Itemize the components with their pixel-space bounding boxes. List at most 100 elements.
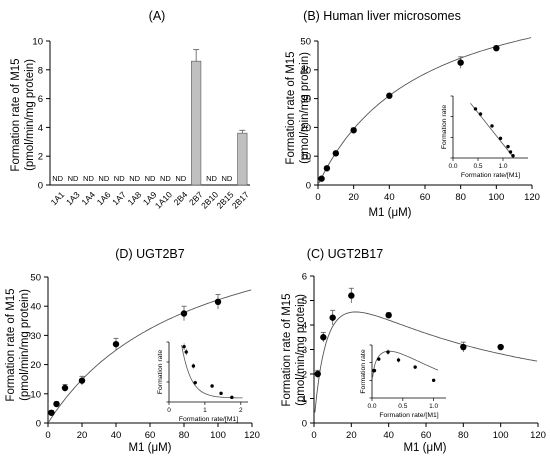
y-tick-label: 4 — [38, 123, 43, 134]
x-tick-label: 100 — [488, 192, 504, 203]
y-tick-label: 40 — [300, 65, 311, 76]
nd-label: ND — [145, 174, 156, 183]
nd-label: ND — [129, 174, 140, 183]
x-tick-label: 80 — [179, 430, 190, 441]
x-tick-label: 120 — [524, 192, 540, 203]
inset-xlabel: Formation rate/[M1] — [379, 412, 438, 419]
panel-d: (D) UGT2B7 Formation rate of M15 (pmol/m… — [5, 247, 260, 454]
data-point — [61, 384, 69, 392]
nd-label: ND — [175, 174, 186, 183]
data-point — [497, 343, 504, 351]
x-tick-label: 60 — [145, 430, 156, 441]
data-point — [180, 310, 188, 317]
data-point — [493, 45, 500, 52]
nd-label: ND — [83, 174, 94, 183]
x-tick-label: 60 — [420, 192, 431, 203]
inset-data-point — [498, 136, 503, 141]
x-tick-label: 40 — [384, 192, 395, 203]
x-tick-label: 20 — [346, 430, 357, 441]
y-tick-label: 30 — [300, 94, 311, 105]
panel-b: (B) Human liver microsomes Formation rat… — [285, 9, 540, 219]
x-tick-label: 60 — [421, 430, 432, 441]
inset-x-tick-label: 0.0 — [448, 163, 457, 170]
inset-x-tick-label: 0.0 — [367, 403, 376, 410]
nd-label: ND — [206, 174, 217, 183]
panel-a-title: (A) — [149, 9, 166, 23]
panel-d-ylabel-units: (pmol/min/mg protein) — [19, 289, 31, 401]
panel-b-title: (B) Human liver microsomes — [303, 9, 461, 23]
y-tick-label: 0 — [302, 419, 307, 430]
panel-d-ylabel: Formation rate of M15 — [5, 288, 17, 401]
inset-data-point — [210, 384, 214, 388]
y-tick-label: 20 — [30, 360, 41, 371]
y-tick-label: 6 — [302, 272, 307, 283]
inset-ylabel: Formation rate — [441, 105, 448, 149]
inset-data-point — [182, 344, 186, 349]
data-point — [332, 150, 340, 157]
y-tick-label: 20 — [300, 123, 311, 134]
data-point — [348, 292, 355, 299]
nd-label: ND — [160, 174, 171, 183]
inset-x-tick-label: 0.5 — [398, 403, 407, 410]
data-point — [320, 334, 327, 341]
x-tick-label: 0 — [311, 430, 316, 441]
inset-data-point — [506, 144, 510, 149]
panel-a-ylabel-units: (pmol/min/mg protein) — [24, 59, 36, 171]
inset-data-point — [396, 358, 401, 362]
inset-ylabel: Formation rate — [157, 350, 164, 394]
nd-label: ND — [98, 174, 109, 183]
inset-ylabel: Formation rate — [360, 349, 367, 393]
panel-a-plot: 02468101A1ND1A3ND1A4ND1A6ND1A7ND1A8ND1A9… — [32, 37, 251, 211]
y-tick-label: 50 — [300, 37, 311, 48]
x-tick-label: 80 — [458, 430, 469, 441]
inset-fit-line — [470, 102, 515, 159]
inset-data-point — [511, 154, 515, 158]
y-tick-label: 40 — [30, 302, 41, 313]
x-tick-label: 40 — [111, 430, 122, 441]
y-tick-label: 4 — [302, 321, 307, 332]
x-tick-label: 40 — [383, 430, 394, 441]
data-point — [323, 165, 331, 172]
panel-b-ylabel: Formation rate of M15 — [285, 51, 297, 164]
inset-xlabel: Formation rate/[M1] — [179, 416, 238, 423]
category-label: 1A6 — [95, 189, 113, 207]
inset-data-point — [490, 124, 494, 128]
inset-x-tick-label: 0 — [167, 407, 171, 414]
data-point — [53, 400, 60, 408]
y-tick-label: 2 — [38, 152, 43, 163]
data-point — [48, 409, 55, 416]
y-tick-label: 5 — [302, 296, 307, 307]
x-tick-label: 80 — [455, 192, 466, 203]
x-tick-label: 0 — [315, 192, 320, 203]
category-label: 1A1 — [49, 189, 67, 207]
panel-c-title: (C) UGT2B17 — [307, 247, 383, 261]
y-tick-label: 3 — [302, 345, 307, 356]
inset-x-tick-label: 2 — [239, 407, 243, 414]
fit-curve — [318, 37, 532, 184]
panel-c: (C) UGT2B17 Formation rate of M15 (pmol/… — [281, 247, 546, 454]
y-tick-label: 10 — [30, 389, 41, 400]
y-tick-label: 0 — [306, 181, 311, 192]
data-point — [112, 340, 120, 348]
data-point — [386, 92, 393, 99]
panel-a: (A) Formation rate of M15 (pmol/min/mg p… — [10, 9, 251, 211]
panel-c-xlabel: M1 (μM) — [403, 442, 446, 454]
bar — [191, 60, 202, 186]
inset-data-point — [184, 350, 188, 354]
y-tick-label: 10 — [300, 152, 311, 163]
y-tick-label: 10 — [32, 37, 43, 48]
data-point — [350, 127, 357, 134]
inset-x-tick-label: 1 — [203, 407, 207, 414]
panel-d-xlabel: M1 (μM) — [128, 442, 171, 454]
x-tick-label: 0 — [45, 430, 50, 441]
y-tick-label: 0 — [36, 419, 41, 430]
inset-x-tick-label: 0.5 — [473, 163, 482, 170]
data-point — [214, 298, 222, 306]
x-tick-label: 100 — [210, 430, 226, 441]
nd-label: ND — [222, 174, 233, 183]
x-tick-label: 120 — [530, 430, 546, 441]
x-tick-label: 20 — [348, 192, 359, 203]
x-tick-label: 120 — [244, 430, 260, 441]
